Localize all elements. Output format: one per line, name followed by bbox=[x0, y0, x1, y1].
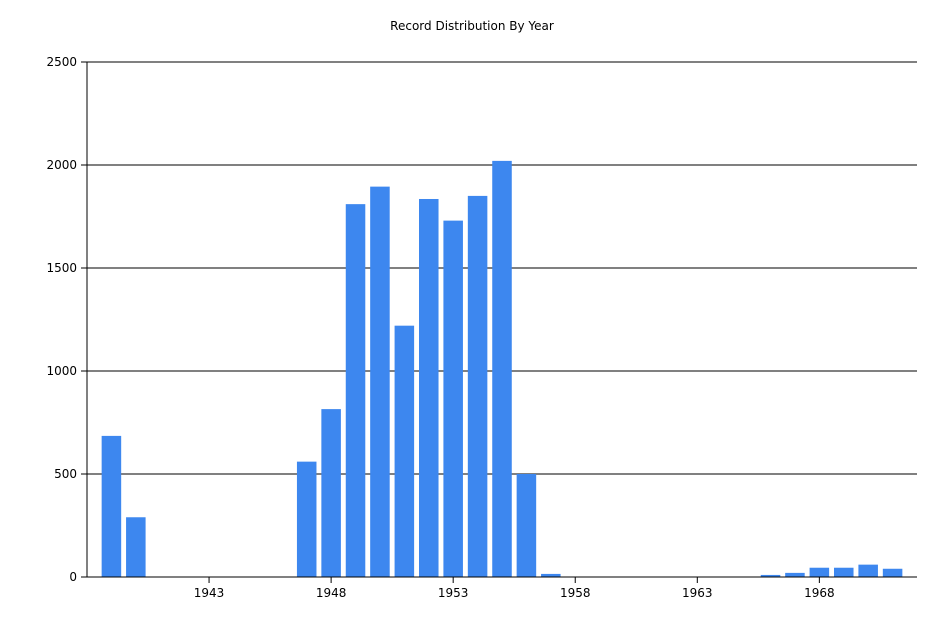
y-tick-label: 2500 bbox=[46, 55, 77, 69]
x-tick-label: 1953 bbox=[438, 586, 469, 600]
bar-1940 bbox=[126, 517, 146, 577]
bar-1950 bbox=[370, 186, 390, 577]
y-tick-label: 2000 bbox=[46, 158, 77, 172]
bar-1954 bbox=[467, 195, 488, 577]
bar-1947 bbox=[296, 461, 317, 577]
x-tick-label: 1948 bbox=[316, 586, 347, 600]
x-tick-label: 1968 bbox=[804, 586, 835, 600]
bar-1948 bbox=[321, 409, 341, 577]
bar-1956 bbox=[516, 474, 537, 577]
bar-1951 bbox=[394, 325, 415, 577]
bar-1939 bbox=[101, 435, 122, 577]
y-tick-labels: 0 500 1000 1500 2000 2500 bbox=[46, 55, 77, 584]
y-tick-label: 1500 bbox=[46, 261, 77, 275]
x-tick-label: 1958 bbox=[560, 586, 591, 600]
x-tick-label: 1943 bbox=[194, 586, 225, 600]
x-tick-labels: 1943 1948 1953 1958 1963 1968 bbox=[194, 586, 835, 600]
y-tick-label: 500 bbox=[54, 467, 77, 481]
bar-1967 bbox=[785, 572, 805, 577]
y-tick-label: 0 bbox=[69, 570, 77, 584]
bars bbox=[101, 160, 903, 578]
bar-1952 bbox=[419, 198, 439, 578]
bar-1957 bbox=[541, 573, 561, 577]
bar-1970 bbox=[858, 564, 878, 577]
bar-1953 bbox=[443, 220, 463, 577]
bar-1968 bbox=[809, 567, 830, 577]
bar-1969 bbox=[834, 567, 854, 577]
axes bbox=[81, 61, 917, 583]
y-tick-label: 1000 bbox=[46, 364, 77, 378]
bar-1949 bbox=[345, 204, 366, 577]
bar-1955 bbox=[492, 160, 512, 577]
bar-1971 bbox=[882, 568, 903, 577]
chart-title: Record Distribution By Year bbox=[390, 19, 554, 33]
bar-1966 bbox=[760, 574, 781, 577]
x-tick-label: 1963 bbox=[682, 586, 713, 600]
